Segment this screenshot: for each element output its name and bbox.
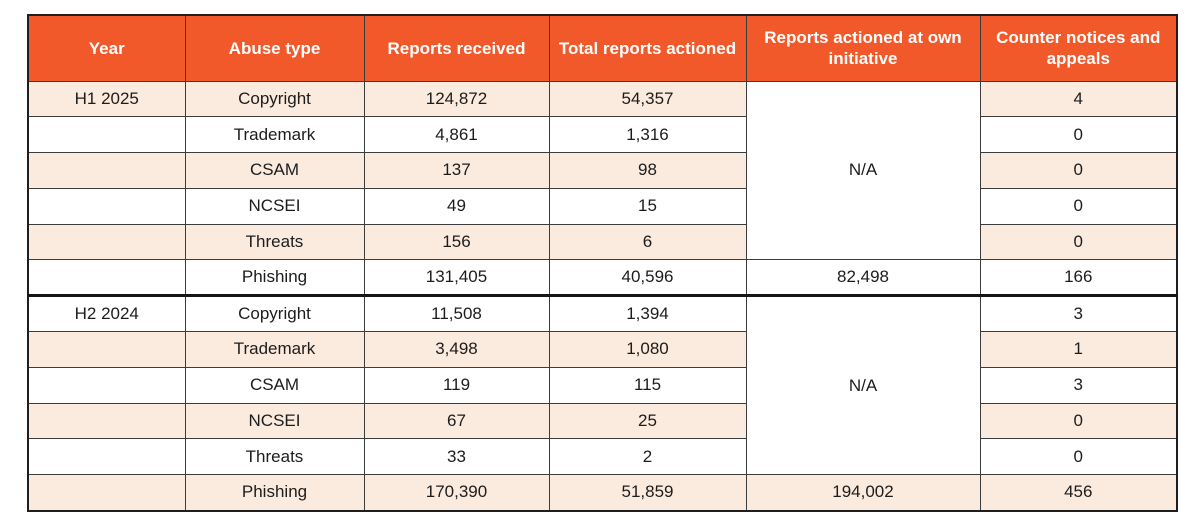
year-cell: H2 2024	[27, 294, 186, 333]
abuse-type-cell: NCSEI	[184, 187, 365, 225]
table-row: NCSEI 67 25 0	[27, 402, 1178, 440]
table-row: Trademark 4,861 1,316 0	[27, 116, 1178, 154]
year-cell	[27, 438, 186, 476]
year-cell	[27, 152, 186, 189]
abuse-type-cell: Trademark	[184, 116, 365, 154]
reports-received-cell: 119	[363, 366, 550, 404]
total-actioned-cell: 2	[548, 438, 747, 476]
year-cell	[27, 187, 186, 225]
abuse-type-cell: Threats	[184, 438, 365, 476]
own-initiative-merged-cell: N/A	[745, 80, 981, 261]
table-row: H1 2025 Copyright 124,872 54,357 N/A 4	[27, 80, 1178, 261]
year-cell	[27, 116, 186, 154]
abuse-type-cell: CSAM	[184, 152, 365, 189]
total-actioned-cell: 115	[548, 366, 747, 404]
counter-notices-cell: 0	[979, 223, 1178, 261]
own-initiative-cell: 194,002	[745, 474, 981, 512]
column-header-year: Year	[27, 14, 186, 82]
abuse-type-cell: CSAM	[184, 366, 365, 404]
counter-notices-cell: 4	[979, 80, 1178, 118]
column-header-total-reports-actioned: Total reports actioned	[548, 14, 747, 82]
year-cell	[27, 366, 186, 404]
counter-notices-cell: 0	[979, 187, 1178, 225]
table-row: CSAM 119 115 3	[27, 366, 1178, 404]
total-actioned-cell: 15	[548, 187, 747, 225]
year-cell	[27, 402, 186, 440]
abuse-type-cell: Trademark	[184, 331, 365, 368]
reports-received-cell: 170,390	[363, 474, 550, 512]
header-row: Year Abuse type Reports received Total r…	[27, 14, 1178, 82]
counter-notices-cell: 166	[979, 259, 1178, 297]
total-actioned-cell: 6	[548, 223, 747, 261]
counter-notices-cell: 1	[979, 331, 1178, 368]
table-header: Year Abuse type Reports received Total r…	[27, 14, 1178, 82]
reports-received-cell: 49	[363, 187, 550, 225]
table-row: NCSEI 49 15 0	[27, 187, 1178, 225]
reports-received-cell: 124,872	[363, 80, 550, 118]
abuse-type-cell: Copyright	[184, 80, 365, 118]
section-h1-2025: H1 2025 Copyright 124,872 54,357 N/A 4 T…	[27, 80, 1178, 297]
abuse-type-cell: NCSEI	[184, 402, 365, 440]
year-cell: H1 2025	[27, 80, 186, 118]
reports-received-cell: 131,405	[363, 259, 550, 297]
column-header-counter-notices: Counter notices and appeals	[979, 14, 1178, 82]
counter-notices-cell: 3	[979, 294, 1178, 333]
counter-notices-cell: 0	[979, 402, 1178, 440]
total-actioned-cell: 54,357	[548, 80, 747, 118]
abuse-reports-table-container: Year Abuse type Reports received Total r…	[27, 14, 1178, 512]
reports-received-cell: 4,861	[363, 116, 550, 154]
total-actioned-cell: 25	[548, 402, 747, 440]
abuse-type-cell: Phishing	[184, 259, 365, 297]
reports-received-cell: 11,508	[363, 294, 550, 333]
table-row-phishing: Phishing 131,405 40,596 82,498 166	[27, 259, 1178, 297]
total-actioned-cell: 1,394	[548, 294, 747, 333]
counter-notices-cell: 0	[979, 116, 1178, 154]
total-actioned-cell: 40,596	[548, 259, 747, 297]
reports-received-cell: 3,498	[363, 331, 550, 368]
table-row: Threats 33 2 0	[27, 438, 1178, 476]
counter-notices-cell: 3	[979, 366, 1178, 404]
counter-notices-cell: 0	[979, 438, 1178, 476]
table-row: Threats 156 6 0	[27, 223, 1178, 261]
own-initiative-merged-cell: N/A	[745, 294, 981, 476]
reports-received-cell: 137	[363, 152, 550, 189]
column-header-own-initiative: Reports actioned at own initiative	[745, 14, 981, 82]
reports-received-cell: 156	[363, 223, 550, 261]
year-cell	[27, 331, 186, 368]
reports-received-cell: 67	[363, 402, 550, 440]
year-cell	[27, 223, 186, 261]
table-row-phishing: Phishing 170,390 51,859 194,002 456	[27, 474, 1178, 512]
own-initiative-cell: 82,498	[745, 259, 981, 297]
column-header-abuse-type: Abuse type	[184, 14, 365, 82]
year-cell	[27, 474, 186, 512]
table-row: H2 2024 Copyright 11,508 1,394 N/A 3	[27, 294, 1178, 476]
column-header-reports-received: Reports received	[363, 14, 550, 82]
total-actioned-cell: 51,859	[548, 474, 747, 512]
total-actioned-cell: 1,080	[548, 331, 747, 368]
abuse-type-cell: Phishing	[184, 474, 365, 512]
section-h2-2024: H2 2024 Copyright 11,508 1,394 N/A 3 Tra…	[27, 294, 1178, 512]
table-row: Trademark 3,498 1,080 1	[27, 331, 1178, 368]
counter-notices-cell: 456	[979, 474, 1178, 512]
reports-received-cell: 33	[363, 438, 550, 476]
counter-notices-cell: 0	[979, 152, 1178, 189]
total-actioned-cell: 98	[548, 152, 747, 189]
year-cell	[27, 259, 186, 297]
table-row: CSAM 137 98 0	[27, 152, 1178, 189]
abuse-reports-table: Year Abuse type Reports received Total r…	[27, 14, 1178, 512]
abuse-type-cell: Copyright	[184, 294, 365, 333]
total-actioned-cell: 1,316	[548, 116, 747, 154]
abuse-type-cell: Threats	[184, 223, 365, 261]
